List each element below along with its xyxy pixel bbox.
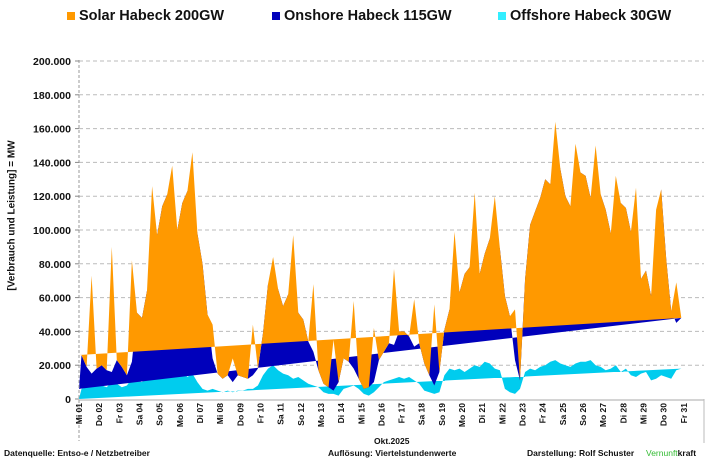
x-tick-label: Di 21 [477, 403, 487, 424]
y-tick-label: 40.000 [39, 326, 71, 338]
brand-part2: kraft [677, 448, 697, 458]
y-ticks: 0 20.000 40.000 60.000 80.000 100.000 120.000 1… [33, 56, 79, 406]
brand-part1: Vernunft [646, 448, 678, 458]
area-onshore [79, 148, 682, 391]
x-tick-label: So 26 [578, 403, 588, 426]
y-tick-label: 0 [65, 394, 71, 406]
legend-swatch-solar [67, 12, 75, 20]
x-tick-label: Fr 17 [397, 403, 407, 424]
area-solar [79, 121, 682, 389]
x-axis-label: Okt.2025 [374, 436, 410, 446]
footer-source: Datenquelle: Entso-e / Netzbetreiber [4, 448, 150, 458]
y-tick-label: 180.000 [33, 90, 71, 102]
legend-item-solar: Solar Habeck 200GW [67, 8, 224, 24]
x-tick-label: Di 28 [618, 403, 628, 424]
x-tick-label: Mi 29 [639, 403, 649, 425]
x-tick-label: Sa 25 [558, 403, 568, 425]
legend: Solar Habeck 200GW Onshore Habeck 115GW … [0, 8, 709, 28]
x-tick-label: Fr 24 [538, 403, 548, 424]
y-tick-label: 140.000 [33, 157, 71, 169]
x-tick-label: Mo 13 [316, 403, 326, 427]
x-tick-label: Fr 31 [679, 403, 689, 424]
y-tick-label: 120.000 [33, 191, 71, 203]
x-tick-label: Mo 20 [457, 403, 467, 427]
legend-label-offshore: Offshore Habeck 30GW [510, 8, 672, 24]
axes [78, 60, 705, 443]
footer-resolution: Auflösung: Viertelstundenwerte [328, 448, 457, 458]
legend-label-solar: Solar Habeck 200GW [79, 8, 225, 24]
x-tick-label: So 12 [296, 403, 306, 426]
y-tick-label: 80.000 [39, 259, 71, 271]
x-tick-label: Do 02 [94, 403, 104, 426]
footer-author: Darstellung: Rolf Schuster [527, 448, 635, 458]
y-tick-label: 60.000 [39, 293, 71, 305]
x-tick-label: Sa 18 [417, 403, 427, 425]
legend-item-offshore: Offshore Habeck 30GW [498, 8, 671, 24]
legend-item-onshore: Onshore Habeck 115GW [272, 8, 452, 24]
x-ticks: Mi 01 Do 02 Fr 03 Sa 04 So 05 Mo 06 Di 07 Mi 08… [74, 403, 689, 427]
x-tick-label: Do 16 [376, 403, 386, 426]
x-tick-label: Sa 04 [135, 403, 145, 425]
footer-brand: Vernunftkraft [646, 448, 696, 458]
area-offshore [79, 360, 682, 399]
x-tick-label: Fr 03 [114, 403, 124, 424]
x-tick-label: So 05 [155, 403, 165, 426]
y-tick-label: 20.000 [39, 360, 71, 372]
x-tick-label: Fr 10 [256, 403, 266, 424]
x-tick-label: Mo 27 [598, 403, 608, 427]
x-tick-label: Mi 15 [356, 403, 366, 425]
x-tick-label: So 19 [437, 403, 447, 426]
x-tick-label: Di 14 [336, 403, 346, 424]
x-tick-label: Mi 01 [74, 403, 84, 425]
legend-swatch-offshore [498, 12, 506, 20]
plot-areas [79, 121, 682, 399]
x-tick-label: Do 09 [235, 403, 245, 426]
y-tick-label: 100.000 [33, 225, 71, 237]
x-tick-label: Di 07 [195, 403, 205, 424]
y-tick-label: 200.000 [33, 56, 71, 68]
x-tick-label: Sa 11 [276, 403, 286, 425]
x-tick-label: Do 23 [518, 403, 528, 426]
legend-label-onshore: Onshore Habeck 115GW [284, 8, 452, 24]
x-tick-label: Do 30 [659, 403, 669, 426]
x-tick-label: Mi 22 [497, 403, 507, 425]
x-tick-label: Mi 08 [215, 403, 225, 425]
x-tick-label: Mo 06 [175, 403, 185, 427]
y-tick-label: 160.000 [33, 124, 71, 136]
legend-swatch-onshore [272, 12, 280, 20]
